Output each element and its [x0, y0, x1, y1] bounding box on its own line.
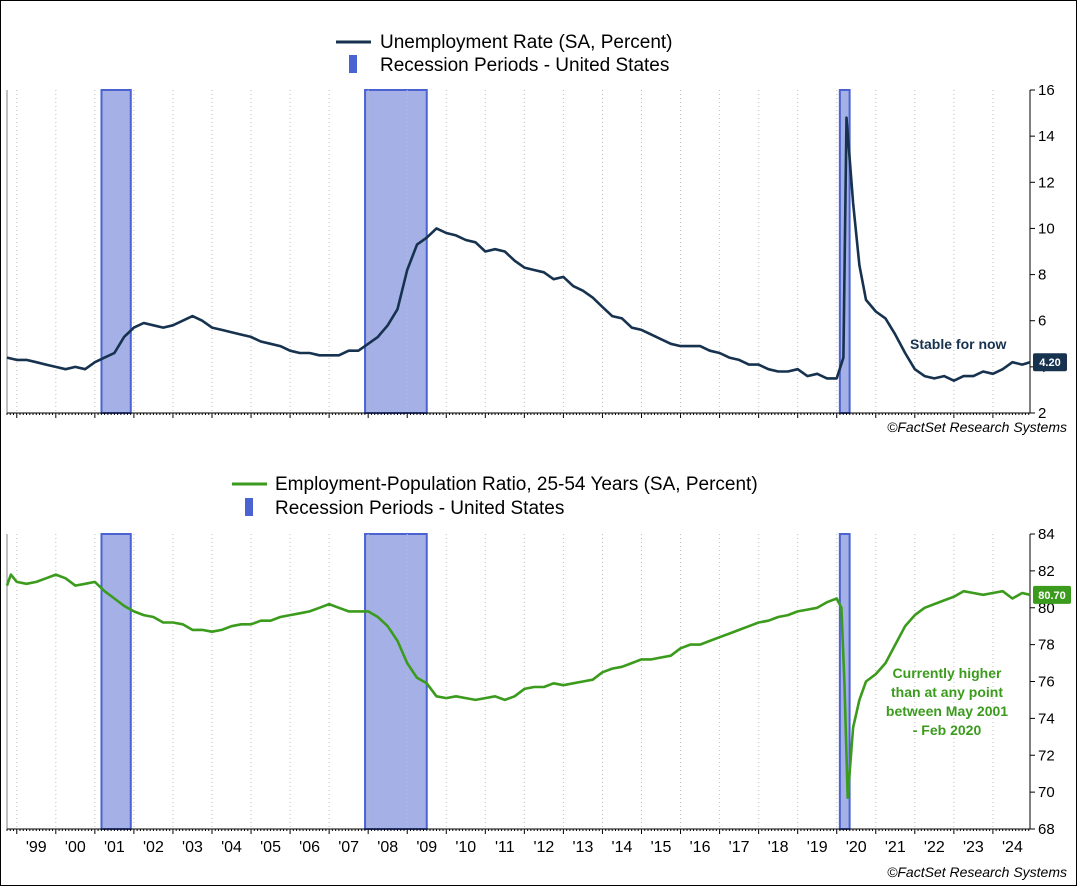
x-tick-label: '05 — [260, 839, 281, 856]
x-tick-label: '10 — [455, 839, 476, 856]
y-tick-label: 8 — [1038, 267, 1046, 284]
annotation-line: than at any point — [891, 684, 1003, 700]
legend-swatch-recession — [245, 498, 253, 516]
x-tick-label: '17 — [729, 839, 750, 856]
x-tick-label: '13 — [572, 839, 593, 856]
recession-band — [100, 533, 132, 830]
legend-label-epop: Employment-Population Ratio, 25-54 Years… — [275, 474, 758, 495]
y-tick-label: 72 — [1038, 747, 1055, 764]
x-tick-label: '12 — [533, 839, 554, 856]
y-tick-label: 2 — [1038, 405, 1046, 422]
x-tick-label: '22 — [924, 839, 945, 856]
unemployment-chart: 246810121416 4.20 Stable for now Unemplo… — [6, 32, 1067, 435]
legend-label-unemployment: Unemployment Rate (SA, Percent) — [380, 32, 673, 53]
legend-label-recession: Recession Periods - United States — [275, 498, 564, 519]
recession-band — [364, 89, 428, 414]
y-tick-label: 76 — [1038, 674, 1055, 691]
x-tick-label: '20 — [846, 839, 867, 856]
recession-band — [100, 89, 132, 414]
y-tick-label: 14 — [1038, 128, 1055, 145]
x-tick-label: '15 — [651, 839, 672, 856]
y-tick-label: 80 — [1038, 600, 1055, 617]
annotation-line: Currently higher — [893, 665, 1002, 681]
y-tick-label: 70 — [1038, 784, 1055, 801]
x-tick-label: '03 — [182, 839, 203, 856]
x-tick-label: '14 — [612, 839, 633, 856]
higher-annotation: Currently higher than at any point between… — [886, 665, 1008, 738]
source-label: ©FactSet Research Systems — [887, 419, 1067, 435]
source-label: ©FactSet Research Systems — [887, 864, 1067, 880]
x-tick-label: '18 — [768, 839, 789, 856]
y-tick-label: 6 — [1038, 313, 1046, 330]
last-value-label: 80.70 — [1038, 590, 1066, 602]
y-tick-label: 68 — [1038, 821, 1055, 838]
x-tick-label: '09 — [416, 839, 437, 856]
x-tick-label: '00 — [65, 839, 86, 856]
x-tick-label: '24 — [1002, 839, 1023, 856]
x-tick-label: '04 — [221, 839, 242, 856]
unemployment-rate-line — [6, 116, 1031, 383]
employment-population-line — [5, 573, 1031, 800]
last-value-badge: 80.70 — [1033, 585, 1071, 604]
y-tick-label: 74 — [1038, 710, 1055, 727]
legend-swatch-recession — [349, 55, 357, 73]
x-tick-label: '21 — [885, 839, 906, 856]
x-tick-label: '11 — [495, 839, 515, 856]
x-tick-label: '06 — [299, 839, 320, 856]
last-value-label: 4.20 — [1039, 357, 1060, 369]
x-tick-label: '01 — [104, 839, 125, 856]
x-tick-label: '19 — [807, 839, 828, 856]
stable-annotation: Stable for now — [910, 336, 1007, 352]
last-value-badge: 4.20 — [1033, 353, 1067, 372]
annotation-line: between May 2001 — [886, 703, 1008, 719]
y-tick-label: 16 — [1038, 82, 1055, 99]
x-tick-label: '08 — [377, 839, 398, 856]
x-tick-label: '16 — [690, 839, 711, 856]
y-tick-label: 82 — [1038, 563, 1055, 580]
annotation-line: - Feb 2020 — [913, 722, 982, 738]
y-tick-label: 84 — [1038, 526, 1055, 543]
employment-population-chart: 68 70 72 74 76 78 80 82 84 80.70 Currently highe… — [5, 474, 1071, 880]
x-tick-label: '23 — [963, 839, 984, 856]
x-tick-label: '99 — [26, 839, 47, 856]
recession-band — [364, 533, 428, 830]
legend-label-recession: Recession Periods - United States — [380, 55, 669, 76]
x-tick-label: '02 — [143, 839, 164, 856]
y-tick-label: 12 — [1038, 174, 1055, 191]
y-tick-label: 78 — [1038, 637, 1055, 654]
x-tick-label: '07 — [338, 839, 359, 856]
y-tick-label: 10 — [1038, 220, 1055, 237]
